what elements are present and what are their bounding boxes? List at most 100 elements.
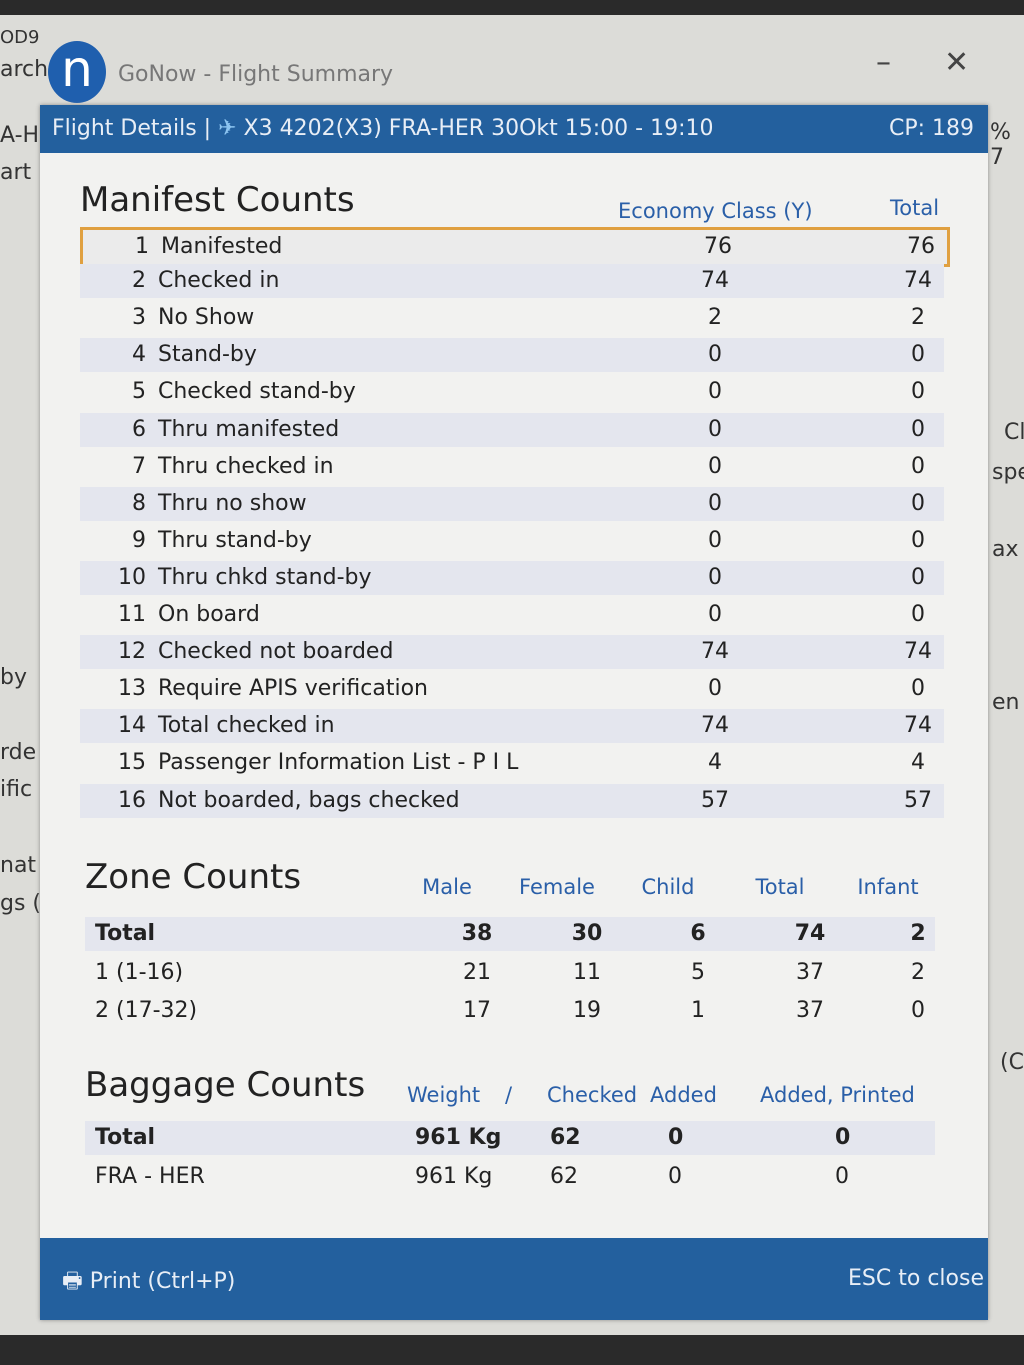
baggage-value: 62 <box>550 1163 578 1189</box>
zone-row[interactable]: Total 38 30 6 74 2 <box>85 917 935 951</box>
manifest-row[interactable]: 8 Thru no show 0 0 <box>80 486 944 521</box>
total-value: 57 <box>904 787 932 813</box>
close-window-button[interactable]: ✕ <box>944 45 970 80</box>
row-label: Checked not boarded <box>158 639 394 665</box>
total-value: 0 <box>911 342 925 368</box>
bg-fragment: Cl <box>1004 420 1024 445</box>
manifest-row[interactable]: 6 Thru manifested 0 0 <box>80 412 944 447</box>
zone-value: 37 <box>796 998 824 1023</box>
row-label: Require APIS verification <box>158 676 428 702</box>
manifest-row[interactable]: 7 Thru checked in 0 0 <box>80 450 944 484</box>
bg-fragment: ific <box>0 777 33 802</box>
zone-value: 5 <box>691 959 705 985</box>
row-number: 4 <box>132 342 146 368</box>
baggage-title: Baggage Counts <box>85 1065 366 1105</box>
manifest-row[interactable]: 16 Not boarded, bags checked 57 57 <box>80 783 944 818</box>
bg-fragment: arch <box>0 57 49 82</box>
print-label: Print (Ctrl+P) <box>89 1269 236 1294</box>
row-label: Thru checked in <box>158 453 334 479</box>
manifest-row[interactable]: 11 On board 0 0 <box>80 598 944 632</box>
total-value: 76 <box>907 234 935 259</box>
row-label: Passenger Information List - P I L <box>158 750 519 776</box>
print-button[interactable]: 🖶 Print (Ctrl+P) <box>62 1264 235 1302</box>
bg-fragment: art <box>0 160 32 185</box>
total-value: 2 <box>911 305 925 331</box>
manifest-row[interactable]: 3 No Show 2 2 <box>80 301 944 335</box>
manifest-row[interactable]: 9 Thru stand-by 0 0 <box>80 524 944 558</box>
manifest-row[interactable]: 10 Thru chkd stand-by 0 0 <box>80 560 944 595</box>
baggage-col-header: Added <box>650 1083 717 1107</box>
manifest-row[interactable]: 12 Checked not boarded 74 74 <box>80 635 944 670</box>
row-label: Thru stand-by <box>158 527 312 553</box>
bg-fragment: by <box>0 665 27 690</box>
baggage-row[interactable]: FRA - HER 961 Kg 62 0 0 <box>85 1160 935 1194</box>
total-value: 74 <box>904 639 932 665</box>
economy-value: 0 <box>708 342 722 368</box>
zone-label: Total <box>95 921 156 946</box>
row-number: 5 <box>132 379 146 405</box>
baggage-col-header: Weight <box>407 1083 481 1107</box>
zone-col-header: Male <box>422 875 472 899</box>
baggage-value: 62 <box>550 1125 581 1150</box>
bg-fragment: gs ( <box>0 891 42 916</box>
baggage-label: Total <box>95 1125 156 1150</box>
cp-count: CP: 189 <box>888 116 974 141</box>
bg-fragment: spe <box>992 460 1024 485</box>
row-number: 9 <box>132 527 146 553</box>
app-logo: n <box>48 41 106 103</box>
col-economy: Economy Class (Y) <box>618 199 813 223</box>
manifest-row[interactable]: 4 Stand-by 0 0 <box>80 338 944 373</box>
row-label: On board <box>158 602 260 627</box>
manifest-row[interactable]: 14 Total checked in 74 74 <box>80 709 944 744</box>
printer-icon: 🖶 <box>62 1269 83 1294</box>
row-number: 16 <box>118 787 146 813</box>
zone-value: 11 <box>573 959 601 985</box>
economy-value: 74 <box>701 713 729 739</box>
total-value: 0 <box>911 527 925 553</box>
baggage-value: 0 <box>668 1163 682 1189</box>
bg-fragment: OD9 <box>0 27 40 48</box>
manifest-row[interactable]: 2 Checked in 74 74 <box>80 264 944 299</box>
baggage-value: 961 Kg <box>415 1125 502 1150</box>
total-value: 0 <box>911 676 925 702</box>
manifest-row[interactable]: 1 Manifested 76 76 <box>80 227 950 267</box>
zone-value: 2 <box>911 959 925 985</box>
zone-row[interactable]: 1 (1-16) 21 11 5 37 2 <box>85 956 935 990</box>
baggage-col-header: / <box>505 1083 513 1107</box>
manifest-row[interactable]: 13 Require APIS verification 0 0 <box>80 672 944 706</box>
baggage-value: 961 Kg <box>415 1163 493 1189</box>
row-number: 6 <box>132 416 146 442</box>
zone-label: 2 (17-32) <box>95 998 198 1023</box>
esc-close-hint[interactable]: ESC to close <box>848 1266 984 1291</box>
economy-value: 74 <box>701 639 729 665</box>
total-value: 74 <box>904 268 932 294</box>
total-value: 0 <box>911 453 925 479</box>
row-number: 11 <box>118 602 146 627</box>
bg-fragment: rde <box>0 740 37 765</box>
economy-value: 0 <box>708 676 722 702</box>
manifest-row[interactable]: 5 Checked stand-by 0 0 <box>80 375 944 409</box>
minimize-button[interactable]: – <box>876 45 891 80</box>
zone-row[interactable]: 2 (17-32) 17 19 1 37 0 <box>85 994 935 1028</box>
flight-summary-dialog: Flight Details | ✈ X3 4202(X3) FRA-HER 3… <box>40 105 988 1320</box>
row-number: 13 <box>118 676 146 702</box>
dialog-title: Flight Details | <box>52 116 212 141</box>
row-label: Thru no show <box>158 490 307 516</box>
row-label: Not boarded, bags checked <box>158 787 460 813</box>
zone-col-header: Total <box>755 875 805 899</box>
bg-fragment: ax <box>992 537 1019 562</box>
zone-value: 74 <box>794 921 826 946</box>
total-value: 0 <box>911 602 925 627</box>
economy-value: 4 <box>708 750 722 776</box>
zone-value: 21 <box>463 959 491 985</box>
baggage-row[interactable]: Total 961 Kg 62 0 0 <box>85 1121 935 1155</box>
row-label: Thru chkd stand-by <box>158 564 372 590</box>
bg-fragment: nat <box>0 853 37 878</box>
bg-fragment: % 7 <box>990 120 1011 170</box>
manifest-row[interactable]: 15 Passenger Information List - P I L 4 4 <box>80 746 944 780</box>
col-total: Total <box>890 196 940 220</box>
economy-value: 0 <box>708 416 722 442</box>
row-label: Checked in <box>158 268 280 294</box>
baggage-value: 0 <box>835 1125 851 1150</box>
row-number: 10 <box>118 564 146 590</box>
